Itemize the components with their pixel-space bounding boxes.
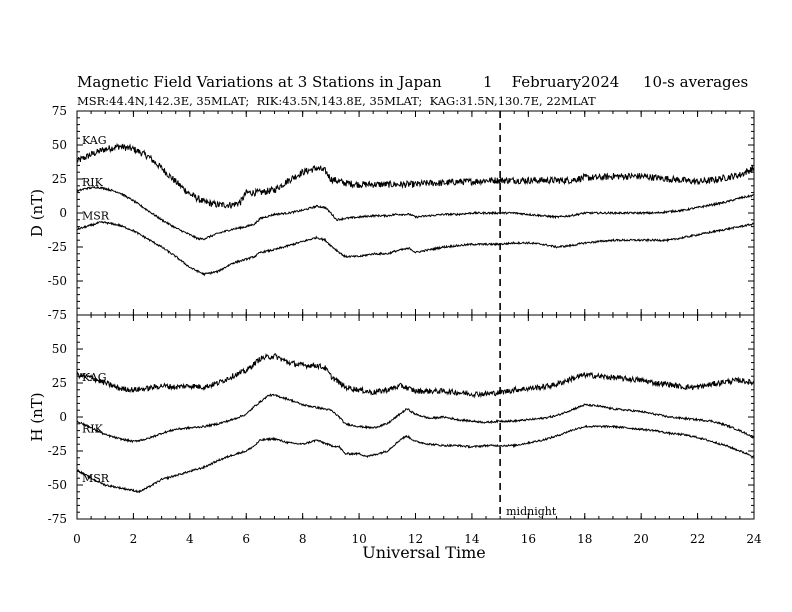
x-tick-label: 16 <box>521 532 536 546</box>
x-tick-label: 8 <box>299 532 307 546</box>
date-day: 1 <box>483 73 493 91</box>
series-label-rik: RIK <box>82 176 104 189</box>
y-tick-label: 75 <box>52 104 67 118</box>
series-kag-top <box>76 142 755 210</box>
y-tick-label: -75 <box>48 308 67 322</box>
y-tick-label: 0 <box>59 206 67 220</box>
panel-frame <box>76 314 755 520</box>
x-tick-label: 10 <box>351 532 366 546</box>
x-tick-label: 0 <box>73 532 81 546</box>
panel-bottom: 50 25 0 -25 -50 -75 H (nT) KAG RIK MSR <box>28 314 755 526</box>
x-tick-label: 2 <box>130 532 138 546</box>
series-msr-top <box>76 220 755 277</box>
chart-date: 1 February2024 <box>483 73 619 91</box>
x-tick-label: 20 <box>634 532 649 546</box>
panel-top: 75 50 25 0 -25 -50 -75 D (nT) KAG RIK MSR <box>28 104 755 322</box>
y-tick-label: -75 <box>48 512 67 526</box>
y-tick-label: -25 <box>48 444 67 458</box>
x-tick-label: 22 <box>690 532 705 546</box>
chart-title: Magnetic Field Variations at 3 Stations … <box>77 73 442 91</box>
x-tick-label: 12 <box>408 532 423 546</box>
y-tick-label: 0 <box>59 410 67 424</box>
series-label-msr: MSR <box>82 472 110 485</box>
midnight-label: midnight <box>506 505 557 518</box>
date-month-year: February2024 <box>511 73 620 91</box>
y-axis-label: D (nT) <box>28 189 46 237</box>
y-tick-label: 25 <box>52 376 67 390</box>
y-tick-label: 25 <box>52 172 67 186</box>
x-tick-label: 4 <box>186 532 194 546</box>
series-kag-bottom <box>76 353 755 399</box>
series-label-kag: KAG <box>82 371 107 384</box>
y-tick-label: 50 <box>52 342 67 356</box>
y-tick-label: -25 <box>48 240 67 254</box>
series-label-kag: KAG <box>82 134 107 147</box>
series-rik-top <box>76 185 755 241</box>
x-tick-label: 14 <box>464 532 480 546</box>
stations-subtitle: MSR:44.4N,142.3E, 35MLAT; RIK:43.5N,143.… <box>77 94 596 108</box>
x-tick-label: 6 <box>242 532 250 546</box>
y-tick-label: -50 <box>48 478 67 492</box>
x-tick-label: 18 <box>577 532 592 546</box>
series-label-rik: RIK <box>82 422 104 435</box>
series-rik-bottom <box>76 393 755 444</box>
y-tick-label: 50 <box>52 138 67 152</box>
averaging-label: 10-s averages <box>643 73 749 91</box>
series-label-msr: MSR <box>82 210 110 223</box>
x-tick-label: 24 <box>746 532 762 546</box>
x-axis-label: Universal Time <box>362 543 485 562</box>
y-axis-label: H (nT) <box>28 392 46 441</box>
y-tick-label: -50 <box>48 274 67 288</box>
series-msr-bottom <box>76 424 755 494</box>
